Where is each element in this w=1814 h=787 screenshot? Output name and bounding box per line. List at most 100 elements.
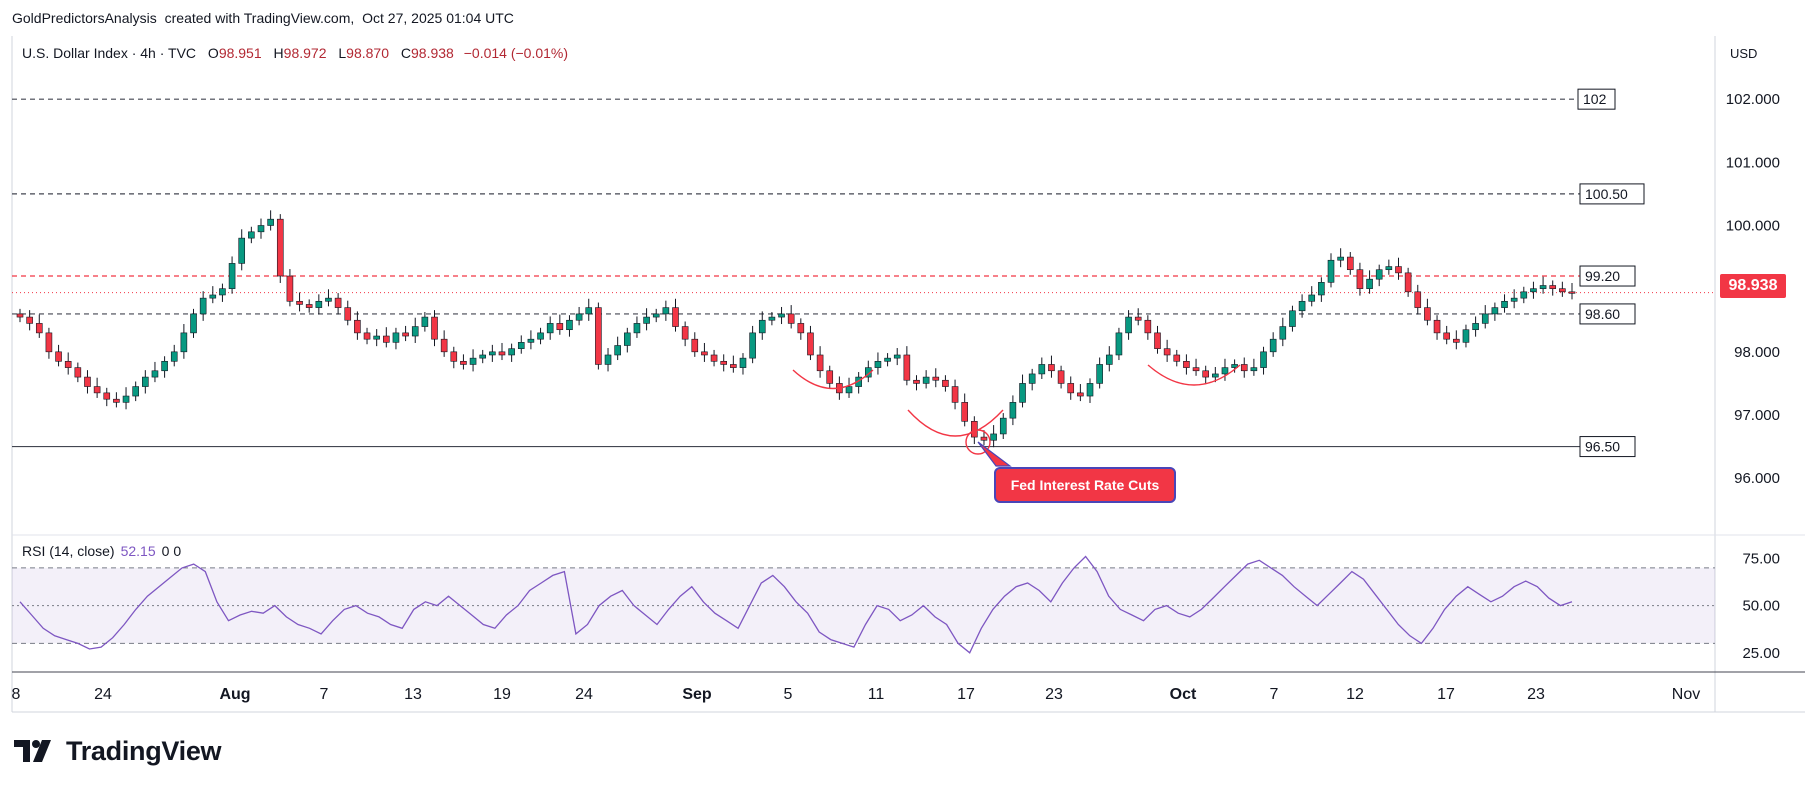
candle-body-63	[624, 332, 631, 346]
time-tick-9: 11	[868, 686, 885, 703]
annotation-circle	[965, 429, 991, 455]
candle-body-59	[585, 307, 593, 315]
candle-body-110	[1077, 392, 1084, 397]
candle-body-101	[990, 433, 997, 441]
candle-body-108	[1057, 370, 1065, 384]
candle-body-80	[787, 313, 795, 324]
candle-body-72	[710, 354, 718, 362]
time-tick-13: 7	[1270, 686, 1279, 703]
candle-body-98	[961, 402, 968, 422]
pattern-curve-0	[792, 369, 874, 390]
price-tick-2: 100.000	[1726, 217, 1780, 234]
candle-body-145	[1414, 291, 1422, 308]
candle-body-86	[845, 386, 853, 394]
candle-body-129	[1260, 351, 1267, 368]
candle-body-65	[643, 316, 650, 324]
candle-body-76	[749, 332, 756, 359]
pattern-curve-1	[907, 409, 1004, 437]
candle-body-141	[1375, 269, 1383, 280]
candle-body-15	[161, 360, 168, 372]
candle-body-28	[286, 275, 294, 302]
candle-body-117	[1144, 319, 1152, 334]
candle-body-34	[344, 307, 352, 321]
candle-body-144	[1404, 272, 1412, 293]
symbol-name: U.S. Dollar Index · 4h · TVC	[22, 45, 197, 61]
candle-body-71	[701, 351, 708, 356]
candle-body-126	[1231, 364, 1238, 368]
candle-body-147	[1433, 319, 1441, 334]
candle-body-66	[652, 313, 660, 318]
candle-body-95	[932, 376, 940, 381]
candle-body-54	[537, 332, 544, 340]
candle-body-52	[517, 342, 525, 349]
candle-body-150	[1462, 329, 1470, 343]
candle-body-106	[1038, 364, 1046, 375]
candle-body-30	[305, 304, 313, 308]
open-label: O	[207, 45, 219, 61]
candle-body-77	[758, 319, 766, 334]
time-tick-15: 17	[1437, 686, 1455, 703]
candle-body-45	[450, 351, 458, 362]
high-value: 98.972	[283, 45, 327, 61]
candle-body-33	[334, 297, 342, 308]
close-label: C	[400, 45, 412, 61]
candle-body-68	[672, 307, 679, 327]
candle-body-160	[1559, 288, 1566, 293]
rsi-extra: 0 0	[161, 543, 182, 559]
candle-body-78	[768, 316, 776, 321]
low-value: 98.870	[346, 45, 389, 61]
candle-body-120	[1173, 354, 1181, 362]
candle-body-92	[903, 354, 911, 381]
time-tick-1: 24	[94, 686, 112, 703]
annotation-callout[interactable]: Fed Interest Rate Cuts	[994, 467, 1176, 503]
candle-body-139	[1356, 269, 1364, 289]
candle-body-29	[296, 300, 303, 305]
candle-body-157	[1530, 288, 1537, 293]
open-value: 98.951	[218, 45, 262, 61]
candle-body-148	[1443, 332, 1450, 340]
candle-body-7	[84, 376, 91, 387]
candle-body-53	[527, 338, 535, 343]
candle-body-140	[1366, 278, 1373, 289]
annotation-pointer	[977, 441, 1012, 467]
candle-body-112	[1096, 364, 1103, 384]
candle-body-82	[807, 332, 814, 356]
candle-body-91	[893, 354, 901, 359]
candle-body-135	[1318, 282, 1325, 296]
level-box-4	[1579, 436, 1636, 458]
candle-body-21	[219, 288, 226, 296]
candle-body-121	[1183, 360, 1190, 368]
candle-body-60	[595, 307, 602, 365]
created-with: created with TradingView.com,	[164, 10, 355, 26]
candle-body-93	[913, 379, 920, 384]
level-box-1	[1579, 183, 1645, 205]
candle-body-64	[633, 323, 641, 334]
candle-body-3	[45, 332, 53, 353]
currency-label[interactable]: USD	[1730, 46, 1758, 61]
candle-body-43	[431, 316, 438, 340]
level-label-1: 100.50	[1585, 186, 1628, 202]
rsi-line	[19, 555, 1573, 654]
candle-body-152	[1481, 313, 1489, 324]
candle-body-107	[1048, 364, 1055, 372]
candle-body-37	[373, 335, 380, 340]
candle-body-136	[1327, 259, 1335, 283]
candle-body-22	[228, 263, 236, 289]
rsi-legend: RSI (14, close) 52.15 0 0	[22, 543, 181, 559]
time-tick-12: Oct	[1170, 686, 1197, 703]
candle-body-1	[26, 316, 33, 324]
candle-body-14	[151, 370, 159, 378]
candle-body-115	[1125, 316, 1132, 334]
tradingview-logo[interactable]: TradingView	[14, 734, 222, 768]
price-tick-1: 101.000	[1726, 154, 1780, 171]
candle-body-57	[566, 319, 573, 331]
price-tick-5: 97.000	[1734, 407, 1780, 424]
level-box-3	[1579, 303, 1636, 325]
candle-body-32	[325, 297, 332, 302]
candle-body-50	[498, 351, 506, 356]
candle-body-102	[999, 417, 1007, 435]
candle-body-113	[1105, 354, 1113, 365]
candle-body-10	[113, 398, 120, 403]
price-tick-6: 96.000	[1734, 470, 1780, 487]
